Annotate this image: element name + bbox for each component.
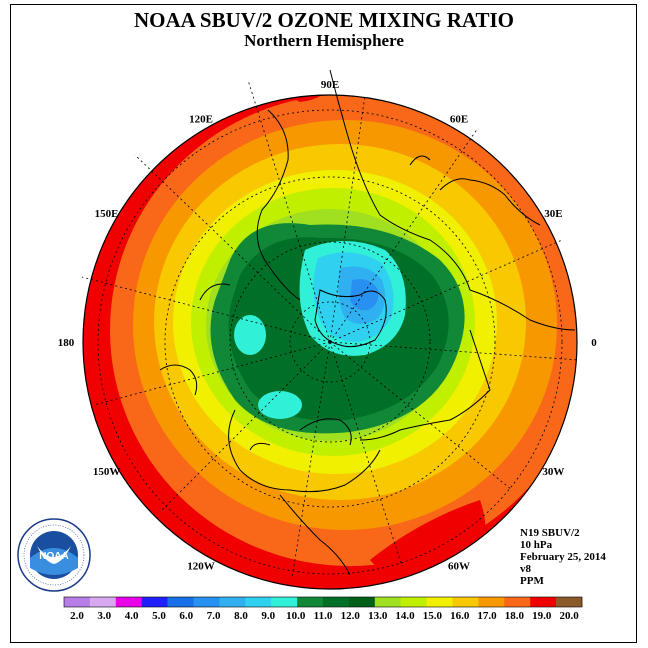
colorbar-swatch <box>556 597 583 607</box>
longitude-label: 120W <box>187 560 215 572</box>
colorbar-swatch <box>115 597 142 607</box>
colorbar-label: 13.0 <box>368 610 388 622</box>
figure-frame <box>10 4 637 643</box>
colorbar-swatch <box>297 597 324 607</box>
map-boundary <box>82 94 578 590</box>
longitude-label: 60W <box>448 560 470 572</box>
colorbar-label: 17.0 <box>477 610 497 622</box>
colorbar-swatch <box>89 597 117 607</box>
colorbar-swatch <box>219 597 246 607</box>
version-label: v8 <box>520 563 531 575</box>
colorbar-swatch <box>271 597 298 607</box>
longitude-label: 90E <box>321 79 339 91</box>
noaa-logo: NOAA <box>17 518 91 592</box>
colorbar-label: 2.0 <box>70 610 84 622</box>
colorbar-swatch <box>530 597 557 607</box>
longitude-label: 30W <box>542 466 564 478</box>
graticule <box>81 79 579 579</box>
colorbar-label: 12.0 <box>341 610 361 622</box>
logo-text: NOAA <box>39 551 68 562</box>
map-subtitle: Northern Hemisphere <box>244 31 404 50</box>
longitude-label: 120E <box>189 114 213 126</box>
pressure-level-label: 10 hPa <box>520 539 553 551</box>
colorbar-label: 14.0 <box>395 610 415 622</box>
colorbar-swatch <box>245 597 272 607</box>
colorbar-swatch <box>426 597 453 607</box>
colorbar-label: 11.0 <box>314 610 333 622</box>
colorbar-label: 3.0 <box>97 610 111 622</box>
satellite-label: N19 SBUV/2 <box>520 527 580 539</box>
colorbar-label: 10.0 <box>286 610 306 622</box>
colorbar-label: 8.0 <box>234 610 248 622</box>
longitude-label: 180 <box>58 337 75 349</box>
colorbar-label: 20.0 <box>559 610 579 622</box>
colorbar-swatch <box>64 597 91 607</box>
colorbar-label: 16.0 <box>450 610 470 622</box>
colorbar-label: 19.0 <box>532 610 552 622</box>
colorbar-label: 4.0 <box>125 610 139 622</box>
colorbar-label: 18.0 <box>505 610 525 622</box>
map-title: NOAA SBUV/2 OZONE MIXING RATIO <box>134 8 514 32</box>
colorbar-label: 7.0 <box>207 610 221 622</box>
colorbar-label: 6.0 <box>179 610 193 622</box>
colorbar-label: 15.0 <box>423 610 443 622</box>
colorbar-label: 5.0 <box>152 610 166 622</box>
units-label: PPM <box>520 575 544 587</box>
colorbar-swatch <box>141 597 168 607</box>
longitude-label: 30E <box>544 208 562 220</box>
colorbar-outline <box>63 596 583 608</box>
ozone-field <box>83 95 577 589</box>
colorbar-swatch <box>400 597 427 607</box>
colorbar-swatch <box>374 597 401 607</box>
colorbar-swatch <box>348 597 376 607</box>
colorbar-swatch <box>167 597 194 607</box>
colorbar-swatch <box>478 597 505 607</box>
coastlines <box>159 69 576 576</box>
longitude-label: 150W <box>93 466 121 478</box>
colorbar-swatch <box>193 597 220 607</box>
longitude-label: 150E <box>95 208 119 220</box>
colorbar-swatch <box>504 597 531 607</box>
longitude-label: 60E <box>450 114 468 126</box>
longitude-label: 0 <box>591 337 597 349</box>
date-label: February 25, 2014 <box>520 551 606 563</box>
colorbar-label: 9.0 <box>261 610 275 622</box>
colorbar-swatch <box>452 597 479 607</box>
colorbar-swatch <box>323 597 350 607</box>
